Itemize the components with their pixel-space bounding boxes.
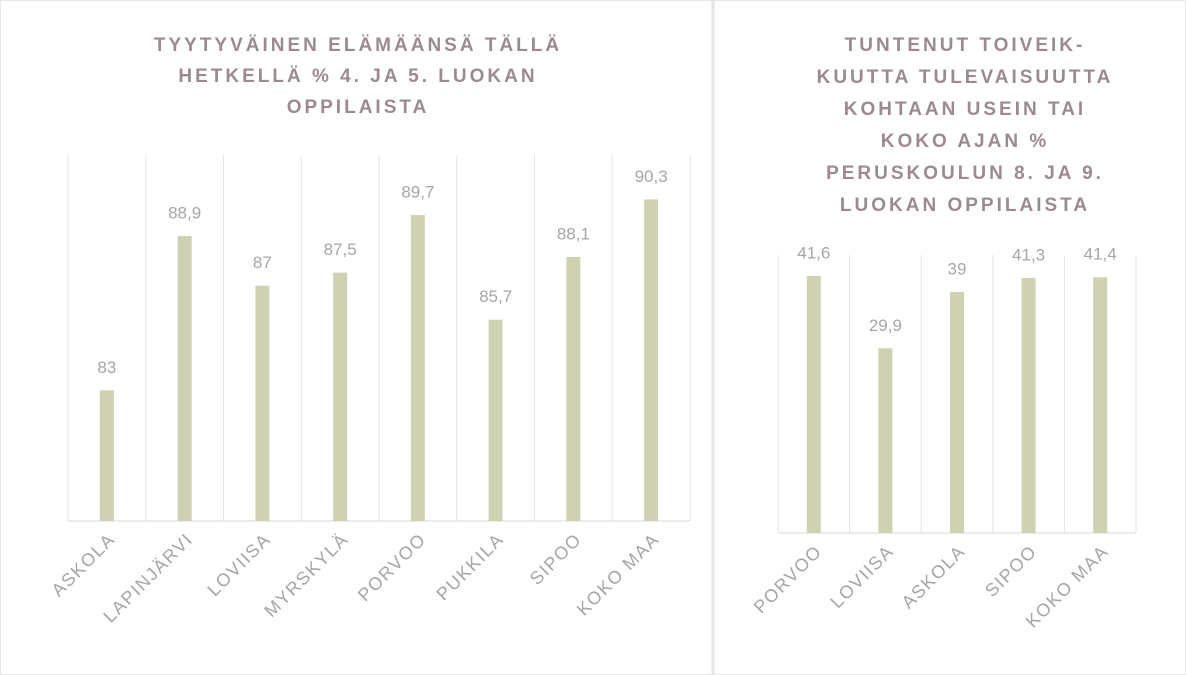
x-tick-label: KOKO MAA	[573, 529, 664, 620]
data-label: 83	[97, 358, 116, 377]
bar	[488, 319, 503, 521]
x-tick-label: LOVIISA	[827, 541, 898, 612]
x-tick-label: PORVOO	[750, 541, 826, 617]
x-tick-label: SIPOO	[526, 529, 586, 589]
bar	[950, 292, 964, 533]
chart-title: TUNTENUT TOIVEIK-	[845, 35, 1086, 56]
chart-title: PERUSKOULUN 8. JA 9.	[826, 163, 1104, 184]
data-label: 85,7	[479, 287, 512, 306]
bar	[410, 215, 425, 521]
data-label: 88,1	[557, 224, 590, 243]
chart-title: KOHTAAN USEIN TAI	[844, 99, 1086, 120]
bar	[99, 390, 114, 521]
bar	[644, 199, 659, 521]
data-label: 87	[253, 253, 272, 272]
data-label: 29,9	[869, 316, 902, 335]
chart-title: KOKO AJAN %	[881, 131, 1049, 152]
data-label: 41,6	[797, 243, 830, 262]
x-tick-label: PORVOO	[354, 529, 430, 605]
x-tick-label: ASKOLA	[48, 529, 119, 600]
bar	[806, 276, 821, 533]
x-tick-label: LOVIISA	[203, 529, 274, 600]
chart-title: LUOKAN OPPILAISTA	[840, 195, 1090, 216]
data-label: 87,5	[324, 240, 357, 259]
chart-title: KUUTTA TULEVAISUUTTA	[817, 67, 1114, 88]
x-tick-label: ASKOLA	[898, 541, 969, 612]
chart-title: HETKELLÄ % 4. JA 5. LUOKAN	[178, 66, 537, 87]
x-tick-label: PUKKILA	[432, 529, 507, 604]
bar	[333, 272, 348, 521]
data-label: 88,9	[168, 204, 201, 223]
bar	[1093, 277, 1108, 533]
data-label: 39	[948, 260, 967, 279]
data-label: 90,3	[635, 167, 668, 186]
bar	[1021, 277, 1036, 533]
data-label: 41,4	[1084, 245, 1117, 264]
bar	[878, 348, 893, 533]
data-label: 89,7	[401, 183, 434, 202]
chart-title: TYYTYVÄINEN ELÄMÄÄNSÄ TÄLLÄ	[154, 35, 562, 56]
chart-title: OPPILAISTA	[287, 97, 430, 118]
bar	[177, 236, 192, 522]
data-label: 41,3	[1012, 245, 1045, 264]
bar	[255, 285, 270, 521]
bar	[566, 256, 581, 521]
x-tick-label: SIPOO	[981, 541, 1041, 601]
